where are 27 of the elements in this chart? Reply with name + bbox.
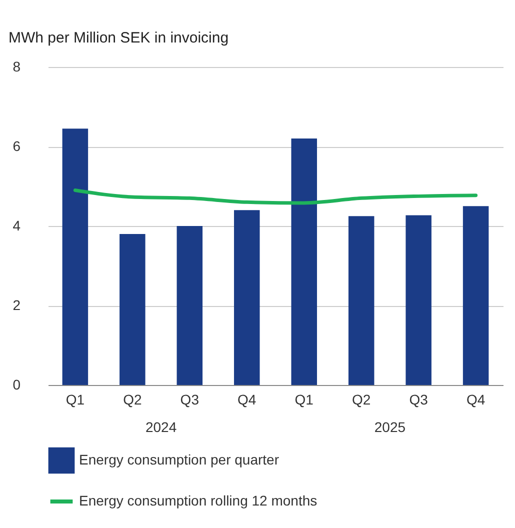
y-tick-label: 0: [12, 376, 21, 392]
x-tick-label: Q1: [66, 392, 85, 408]
y-axis-title: MWh per Million SEK in invoicing: [8, 30, 229, 46]
x-tick-label: Q4: [238, 392, 256, 408]
y-tick-label: 8: [12, 58, 21, 74]
bar: [462, 206, 489, 385]
x-tick-label: Q2: [123, 392, 142, 408]
x-tick-label: Q1: [294, 392, 314, 408]
legend-label: Energy consumption per quarter: [79, 452, 280, 468]
bar: [406, 215, 432, 385]
text: 2025: [374, 419, 406, 435]
bar: [176, 226, 203, 385]
y-tick-label: 4: [12, 218, 21, 234]
text: 2024: [145, 419, 177, 435]
x-tick-label: Q2: [352, 392, 371, 408]
x-tick-label: Q3: [409, 392, 428, 408]
bar: [62, 128, 88, 385]
x-tick-label: Q4: [466, 392, 486, 408]
bar: [234, 210, 260, 385]
line-series: [73, 188, 478, 205]
bar: [120, 234, 146, 385]
x-tick-label: Q3: [180, 392, 200, 408]
bar: [348, 216, 374, 385]
legend-label: Energy consumption rolling 12 months: [79, 492, 318, 508]
y-tick-label: 2: [12, 297, 21, 313]
y-tick-label: 6: [12, 138, 21, 154]
bar: [291, 138, 317, 385]
